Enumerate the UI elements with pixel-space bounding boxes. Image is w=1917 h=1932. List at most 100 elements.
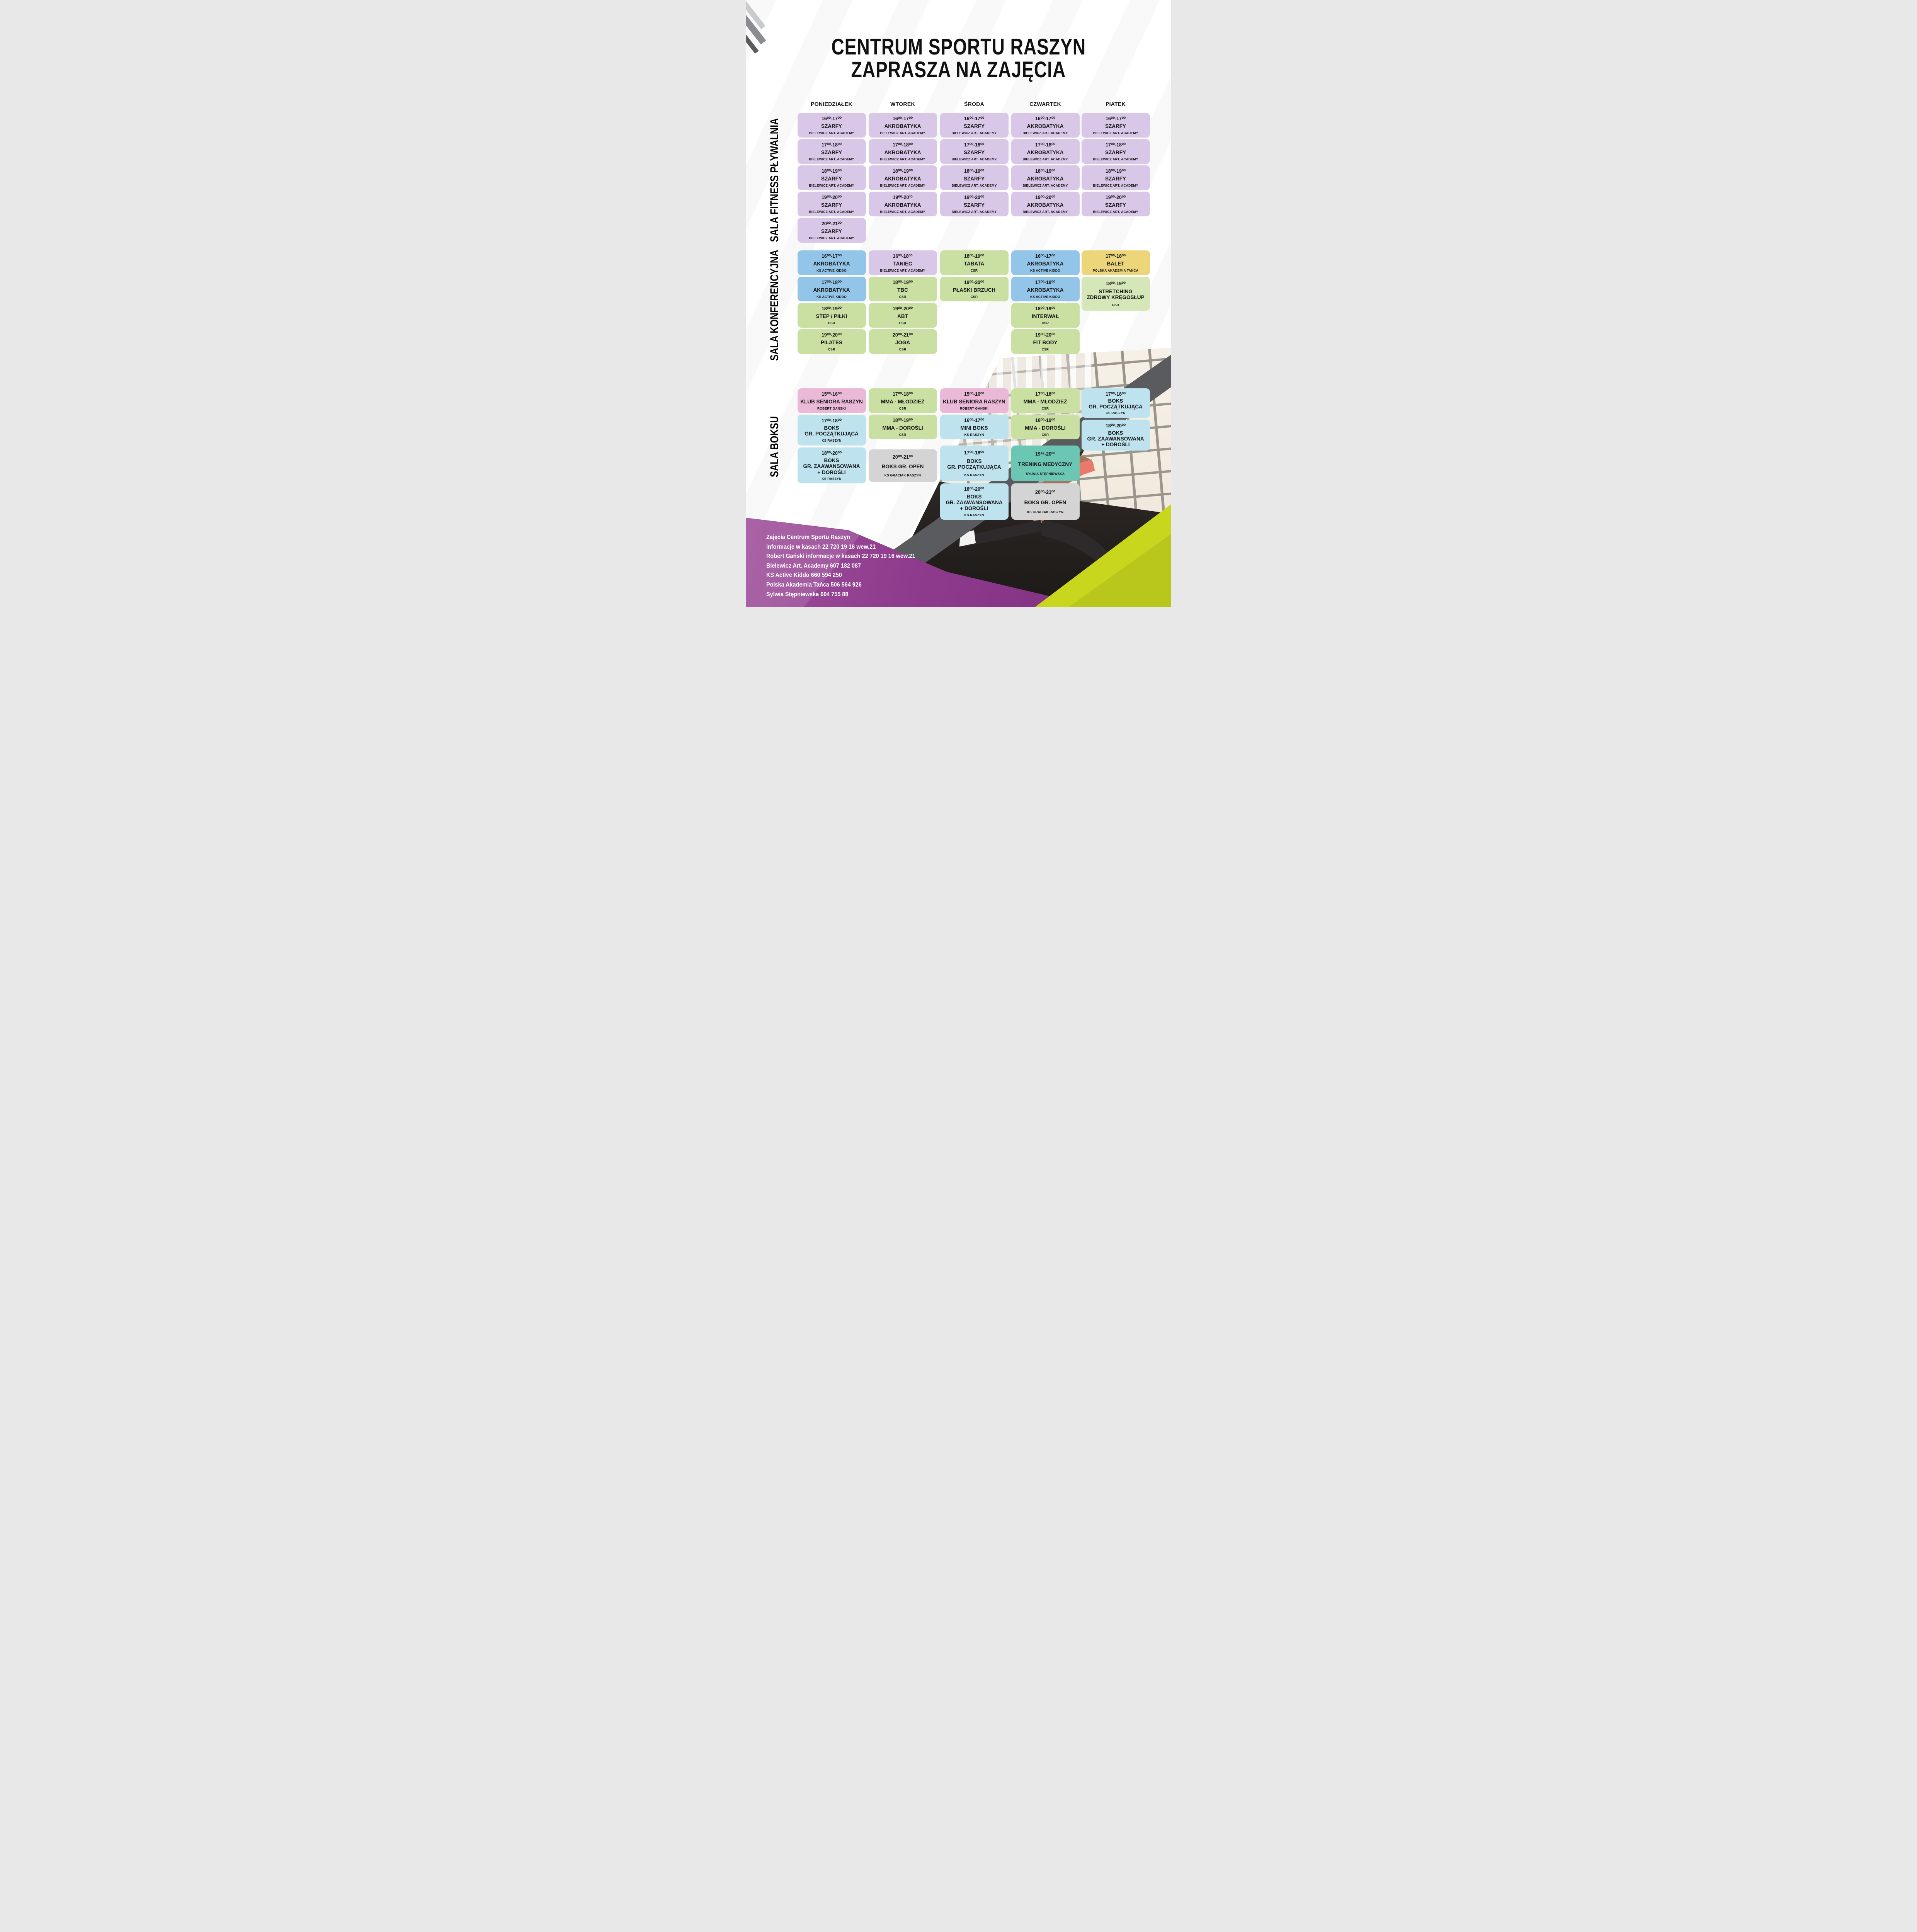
cell-activity: STRETCHING ZDROWY KRĘGOSŁUP [1087,289,1145,301]
schedule-cell: 17⁰⁰-18⁰⁰ SZARFY BIELEWICZ ART. ACADEMY [940,139,1009,164]
cell-organizer: KS GRACIAK RASZYN [1027,510,1064,514]
title-line-1: CENTRUM SPORTU RASZYN [831,34,1086,60]
cell-time: 20⁰⁰-21⁰⁰ [892,454,913,460]
cell-activity: ABT [897,313,908,319]
section-label: SALA KONFERENCYJNA [768,250,781,361]
cell-time: 18⁰⁰-19⁰⁰ [1035,418,1055,423]
schedule-cell: 19⁰⁰-20⁰⁰ SZARFY BIELEWICZ ART. ACADEMY [1081,192,1150,216]
cell-activity: AKROBATYKA [884,175,921,182]
cell-time: 17⁰⁰-18⁰⁰ [1035,391,1055,397]
cell-organizer: BIELEWICZ ART. ACADEMY [809,183,854,187]
cell-activity: SZARFY [1105,123,1126,129]
cell-activity: AKROBATYKA [1027,260,1064,267]
cell-activity: AKROBATYKA [813,260,850,267]
cell-time: 20⁰⁰-21⁰⁰ [821,221,842,227]
cell-time: 15⁰⁰-16⁰⁰ [821,391,842,397]
cell-organizer: BIELEWICZ ART. ACADEMY [1093,209,1138,214]
contact-line: Robert Gański informacje w kasach 22 720… [766,553,915,560]
cell-time: 18⁰⁰-19⁰⁰ [1105,168,1126,174]
cell-activity: MMA - DOROŚLI [882,425,923,431]
cell-activity: AKROBATYKA [1027,149,1064,155]
schedule-cell: 18⁰⁰-19⁰⁰ STRETCHING ZDROWY KRĘGOSŁUP CSR [1081,277,1150,311]
cell-time: 17⁰⁰-18⁰⁰ [892,142,913,148]
schedule-cell: 15⁰⁰-16⁰⁰ KLUB SENIORA RASZYN ROBERT GAŃSK… [940,388,1009,413]
cell-organizer: POLSKA AKADEMIA TAŃCA [1092,268,1139,272]
contact-line: Polska Akademia Tańca 506 564 926 [766,581,862,588]
cell-organizer: CSR [1041,347,1049,351]
cell-time: 19⁰⁰-20⁰⁰ [964,195,984,201]
schedule-cell: 19⁰⁰-20⁰⁰ ABT CSR [868,303,937,328]
cell-time: 16⁰⁰-17⁰⁰ [1105,116,1126,122]
schedule-cell: 18⁰⁰-20⁰⁰ BOKS GR. ZAAWANSOWANA + DOROŚLI… [940,483,1009,520]
cell-activity: BOKS GR. OPEN [1024,499,1067,505]
cell-time: 19⁰⁰-20⁰⁰ [821,332,842,338]
cell-time: 18⁰⁰-19⁰⁰ [1035,306,1055,312]
schedule-cell: 17⁰⁰-18⁰⁰ SZARFY BIELEWICZ ART. ACADEMY [1081,139,1150,164]
cell-organizer: CSR [899,347,907,351]
cell-time: 18⁰⁰-20⁰⁰ [964,486,984,492]
cell-organizer: KS RASZYN [964,473,984,477]
cell-activity: AKROBATYKA [1027,175,1064,182]
cell-time: 17⁰⁰-18⁰⁰ [821,418,842,423]
cell-activity: AKROBATYKA [1027,202,1064,208]
schedule-cell: 19¹⁵-20⁰⁰ TRENING MEDYCZNY SYLWIA STĘPNIEW… [1011,446,1080,481]
cell-organizer: BIELEWICZ ART. ACADEMY [1093,157,1138,161]
schedule-cell: 19⁰⁰-20⁰⁰ AKROBATYKA BIELEWICZ ART. ACADEM… [1011,192,1080,216]
schedule-cell: 18⁰⁰-19⁰⁰ STEP / PIŁKI CSR [797,303,866,328]
cell-activity: SZARFY [821,149,842,155]
cell-activity: MMA - MŁODZIEŻ [881,398,925,405]
cell-organizer: CSR [1041,406,1049,410]
cell-time: 17⁰⁰-18⁰⁰ [1035,280,1055,286]
cell-time: 17⁰⁰-18⁰⁰ [1035,142,1055,148]
cell-time: 18⁰⁰-20⁰⁰ [821,451,842,456]
cell-time: 17⁰⁰-18⁰⁰ [821,280,842,286]
schedule-cell: 17⁰⁰-18⁰⁰ SZARFY BIELEWICZ ART. ACADEMY [797,139,866,164]
cell-time: 18⁰⁰-19⁰⁰ [1035,168,1055,174]
cell-organizer: CSR [1041,432,1049,437]
cell-organizer: CSR [899,321,907,325]
cell-activity: AKROBATYKA [884,149,921,155]
schedule-cell: 18⁰⁰-19⁰⁰ MMA - DOROŚLI CSR [1011,415,1080,439]
cell-activity: TANIEC [893,260,912,267]
cell-organizer: CSR [899,432,907,437]
schedule-cell: 18⁰⁰-19⁰⁰ INTERWAŁ CSR [1011,303,1080,328]
cell-organizer: KS RASZYN [1106,411,1126,415]
schedule-cell: 17⁰⁰-18⁰⁰ MMA - MŁODZIEŻ CSR [868,388,937,413]
cell-organizer: KS ACTIVE KIDDO [816,294,847,299]
cell-time: 18⁰⁰-19⁰⁰ [892,168,913,174]
section-label: SALA BOKSU [768,416,781,477]
day-header: PONIEDZIAŁEK [811,101,852,107]
cell-organizer: BIELEWICZ ART. ACADEMY [880,268,925,272]
cell-activity: KLUB SENIORA RASZYN [943,398,1005,405]
page-title: CENTRUM SPORTU RASZYN ZAPRASZA NA ZAJĘCI… [746,36,1171,81]
cell-activity: SZARFY [821,123,842,129]
cell-activity: AKROBATYKA [1027,287,1064,293]
title-line-2: ZAPRASZA NA ZAJĘCIA [851,57,1066,83]
schedule-cell: 15⁰⁰-16⁰⁰ KLUB SENIORA RASZYN ROBERT GAŃSK… [797,388,866,413]
day-header: PIATEK [1105,101,1126,107]
schedule-cell: 20⁰⁰-21⁰⁰ BOKS GR. OPEN KS GRACIAK RASZYN [1011,483,1080,520]
cell-organizer: CSR [970,268,978,272]
cell-activity: BOKS GR. ZAAWANSOWANA + DOROŚLI [803,457,860,475]
cell-activity: BOKS GR. POCZĄTKUJĄCA [947,458,1001,470]
cell-organizer: CSR [1041,321,1049,325]
cell-time: 19⁰⁰-20⁰⁰ [821,195,842,201]
cell-time: 19⁰⁰-20⁰⁰ [892,306,913,312]
schedule-cell: 18⁰⁰-20⁰⁰ BOKS GR. ZAAWANSOWANA + DOROŚLI… [797,447,866,483]
schedule-cell: 19⁰⁰-20⁰⁰ SZARFY BIELEWICZ ART. ACADEMY [940,192,1009,216]
schedule-cell: 19⁰⁰-20⁰⁰ PILATES CSR [797,329,866,354]
cell-time: 16³⁰-18⁰⁰ [893,253,913,259]
schedule-cell: 16⁰⁰-17⁰⁰ SZARFY BIELEWICZ ART. ACADEMY [940,113,1009,138]
cell-organizer: CSR [970,294,978,299]
schedule-cell: 16⁰⁰-17⁰⁰ SZARFY BIELEWICZ ART. ACADEMY [797,113,866,138]
cell-organizer: SYLWIA STĘPNIEWSKA [1026,471,1065,476]
cell-time: 18⁰⁰-19⁰⁰ [892,418,913,423]
cell-time: 18⁰⁰-19⁰⁰ [964,168,984,174]
cell-time: 15⁰⁰-16⁰⁰ [964,391,984,397]
cell-time: 18⁰⁰-19⁰⁰ [964,253,984,259]
day-header: WTOREK [890,101,915,107]
cell-time: 16⁰⁰-17⁰⁰ [964,116,984,122]
cell-activity: SZARFY [1105,149,1126,155]
cell-activity: AKROBATYKA [1027,123,1064,129]
cell-organizer: BIELEWICZ ART. ACADEMY [880,209,925,214]
